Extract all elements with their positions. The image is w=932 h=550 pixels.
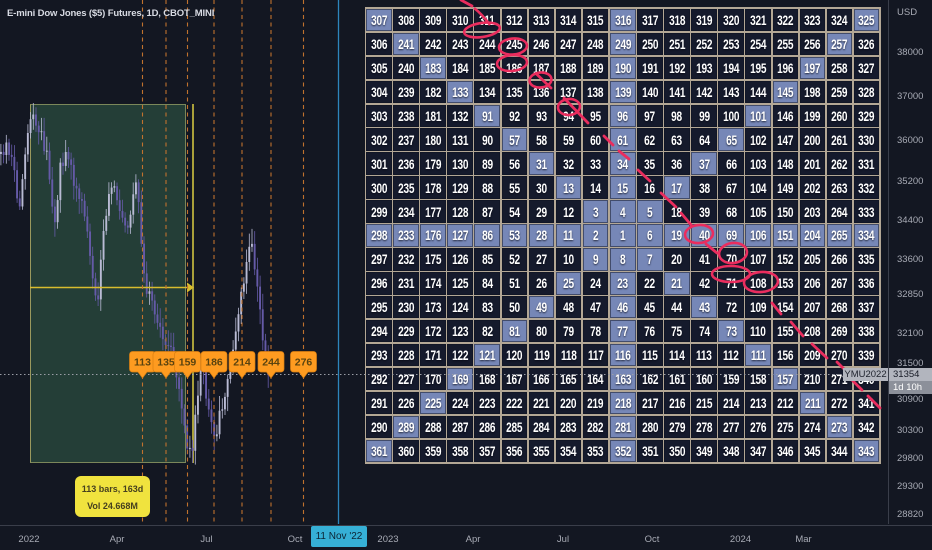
svg-text:244: 244 <box>262 357 280 369</box>
svg-text:113: 113 <box>134 357 151 369</box>
svg-text:276: 276 <box>295 357 313 369</box>
svg-text:159: 159 <box>179 357 197 369</box>
svg-text:214: 214 <box>233 357 251 369</box>
svg-text:186: 186 <box>205 357 223 369</box>
svg-text:135: 135 <box>157 357 175 369</box>
